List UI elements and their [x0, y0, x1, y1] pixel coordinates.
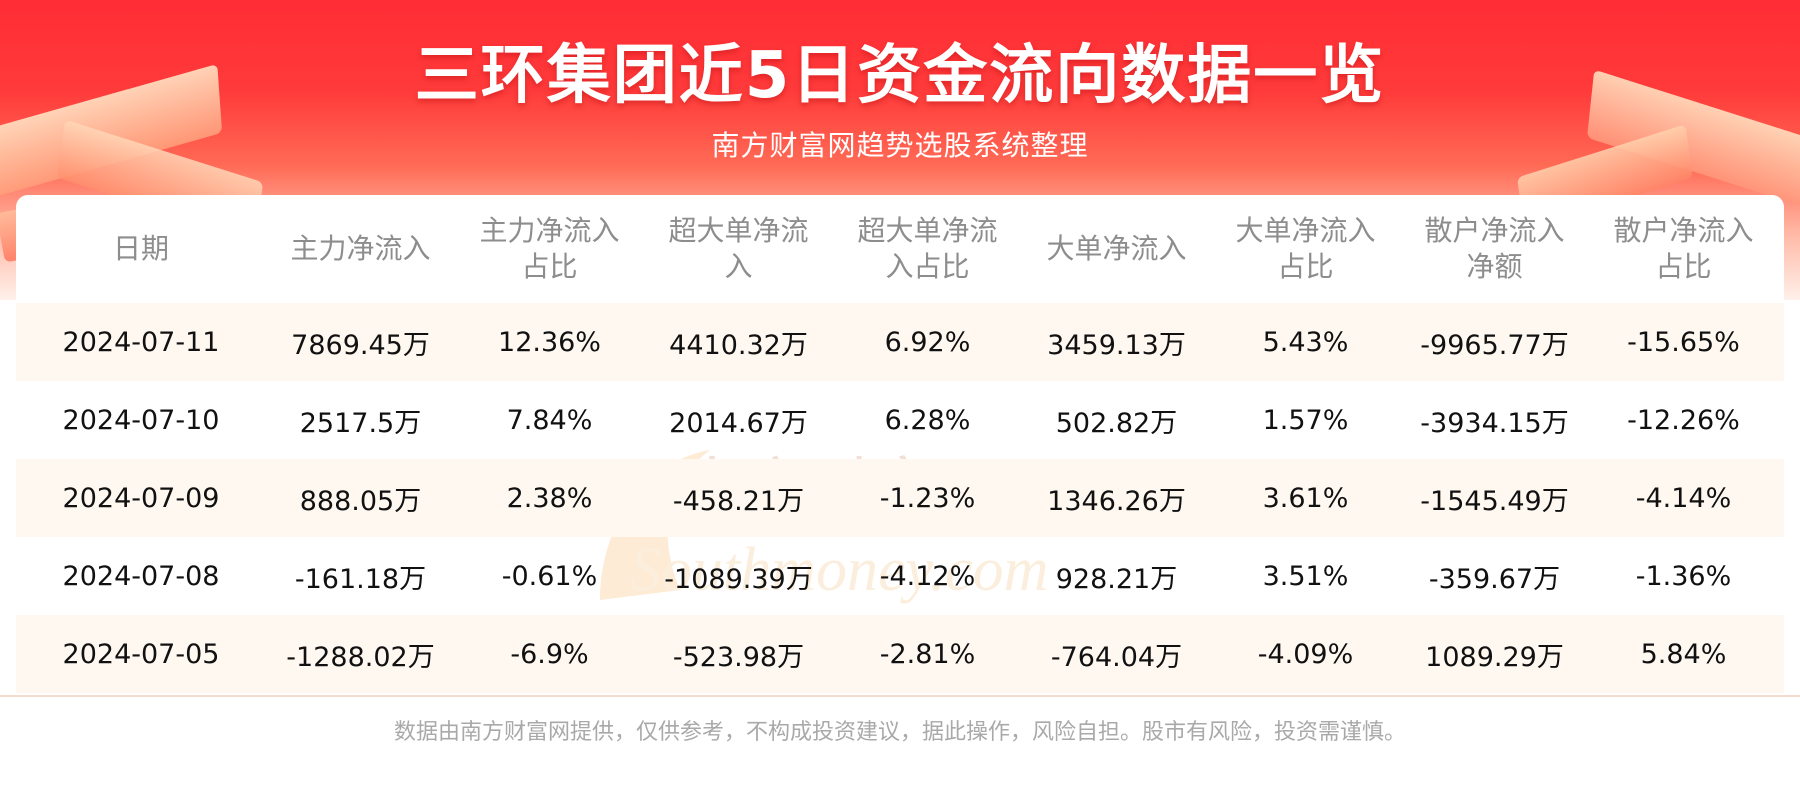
- value-cell: 1346.26万: [1047, 485, 1186, 517]
- table-header-row: 日期 主力净流入 主力净流入 占比 超大单净流入超大单净流 入占比 大单净流入 大单净流入 占比…: [16, 195, 1784, 303]
- value-cell: -1545.49万: [1420, 485, 1569, 517]
- column-header: 散户净流入 净额: [1400, 213, 1589, 285]
- value-cell: 928.21万: [1055, 563, 1178, 595]
- column-header-line: 大单净流入: [1046, 232, 1187, 265]
- date-cell: 2024-07-05: [62, 638, 220, 670]
- value-cell: 7.84%: [506, 404, 593, 436]
- value-cell: -764.04万: [1050, 641, 1183, 673]
- column-header-line: 入: [724, 250, 753, 283]
- value-cell: 3.61%: [1262, 482, 1349, 514]
- value-cell: -0.61%: [501, 560, 598, 592]
- value-cell: 2517.5万: [299, 407, 422, 439]
- column-header-line: 占比: [521, 250, 578, 283]
- footer-divider: [0, 695, 1800, 697]
- column-header: 超大单净流 入占比: [833, 213, 1022, 285]
- value-cell: 1.57%: [1262, 404, 1349, 436]
- table-row: 2024-07-09 888.05万 2.38% -458.21万 -1.23% 1346…: [16, 459, 1784, 537]
- value-cell: 2.38%: [506, 482, 593, 514]
- value-cell: 12.36%: [498, 326, 601, 358]
- column-header-line: 日期: [112, 232, 169, 265]
- table-row: 2024-07-05 -1288.02万 -6.9% -523.98万 -2.81% -7…: [16, 615, 1784, 693]
- value-cell: 5.84%: [1640, 638, 1727, 670]
- column-header-line: 占比: [1655, 250, 1712, 283]
- value-cell: -1.36%: [1635, 560, 1732, 592]
- value-cell: -9965.77万: [1420, 329, 1569, 361]
- value-cell: -1288.02万: [286, 641, 435, 673]
- page-title: 三环集团近5日资金流向数据一览: [414, 39, 1386, 113]
- value-cell: 7869.45万: [291, 329, 430, 361]
- value-cell: 3.51%: [1262, 560, 1349, 592]
- table-card: [16, 195, 1784, 695]
- value-cell: -2.81%: [879, 638, 976, 670]
- value-cell: 888.05万: [299, 485, 422, 517]
- column-header-line: 主力净流入: [479, 214, 620, 247]
- value-cell: -458.21万: [672, 485, 805, 517]
- column-header-line: 超大单净流: [857, 214, 998, 247]
- value-cell: 2014.67万: [669, 407, 808, 439]
- value-cell: 6.92%: [884, 326, 971, 358]
- value-cell: -523.98万: [672, 641, 805, 673]
- column-header-line: 入占比: [885, 250, 970, 283]
- value-cell: -15.65%: [1627, 326, 1740, 358]
- column-header: 主力净流入 占比: [455, 213, 644, 285]
- column-header: 日期: [16, 231, 266, 267]
- column-header-line: 主力净流入: [290, 232, 431, 265]
- table-row: 2024-07-08 -161.18万 -0.61% -1089.39万 -4.12% 9…: [16, 537, 1784, 615]
- table-body: 2024-07-11 7869.45万 12.36% 4410.32万 6.92% 345…: [16, 303, 1784, 693]
- value-cell: 4410.32万: [669, 329, 808, 361]
- fund-flow-table: 日期 主力净流入 主力净流入 占比 超大单净流入超大单净流 入占比 大单净流入 大单净流入 占比…: [16, 195, 1784, 693]
- column-header-line: 超大单净流: [668, 214, 809, 247]
- value-cell: -3934.15万: [1420, 407, 1569, 439]
- column-header: 大单净流入 占比: [1211, 213, 1400, 285]
- value-cell: 502.82万: [1055, 407, 1178, 439]
- value-cell: 3459.13万: [1047, 329, 1186, 361]
- value-cell: 6.28%: [884, 404, 971, 436]
- value-cell: -1089.39万: [664, 563, 813, 595]
- value-cell: -1.23%: [879, 482, 976, 514]
- value-cell: -4.12%: [879, 560, 976, 592]
- column-header-line: 散户净流入: [1613, 214, 1754, 247]
- column-header: 大单净流入: [1022, 231, 1211, 267]
- page-subtitle: 南方财富网趋势选股系统整理: [711, 129, 1089, 162]
- value-cell: -4.09%: [1257, 638, 1354, 670]
- disclaimer-text: 数据由南方财富网提供，仅供参考，不构成投资建议，据此操作，风险自担。股市有风险，…: [393, 720, 1406, 745]
- table-row: 2024-07-10 2517.5万 7.84% 2014.67万 6.28% 502.8…: [16, 381, 1784, 459]
- column-header-line: 散户净流入: [1424, 214, 1565, 247]
- column-header-line: 大单净流入: [1235, 214, 1376, 247]
- date-cell: 2024-07-11: [62, 326, 220, 358]
- value-cell: -161.18万: [294, 563, 427, 595]
- value-cell: -4.14%: [1635, 482, 1732, 514]
- date-cell: 2024-07-09: [62, 482, 220, 514]
- value-cell: -6.9%: [510, 638, 589, 670]
- column-header: 主力净流入: [266, 231, 455, 267]
- value-cell: -359.67万: [1428, 563, 1561, 595]
- date-cell: 2024-07-08: [62, 560, 220, 592]
- date-cell: 2024-07-10: [62, 404, 220, 436]
- column-header: 散户净流入 占比: [1589, 213, 1778, 285]
- value-cell: -12.26%: [1627, 404, 1740, 436]
- value-cell: 5.43%: [1262, 326, 1349, 358]
- column-header: 超大单净流入: [644, 213, 833, 285]
- column-header-line: 净额: [1466, 250, 1523, 283]
- value-cell: 1089.29万: [1425, 641, 1564, 673]
- table-row: 2024-07-11 7869.45万 12.36% 4410.32万 6.92% 345…: [16, 303, 1784, 381]
- column-header-line: 占比: [1277, 250, 1334, 283]
